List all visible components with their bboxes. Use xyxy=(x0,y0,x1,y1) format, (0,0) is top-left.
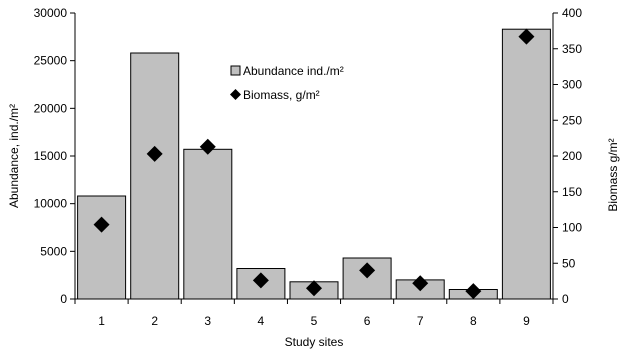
bar-abundance-site-1 xyxy=(77,195,127,300)
marker-biomass-site-1 xyxy=(93,216,110,233)
legend-marker-biomass xyxy=(230,89,241,100)
right-tick-label: 400 xyxy=(562,6,582,20)
right-tick-label: 350 xyxy=(562,42,582,56)
x-tick-label: 3 xyxy=(204,314,211,328)
right-y-ticks: 0 50 100 150 200 250 300 350 400 xyxy=(553,6,582,306)
left-tick-label: 20000 xyxy=(34,101,68,115)
marker-biomass-site-8 xyxy=(465,283,482,300)
x-tick-label: 7 xyxy=(417,314,424,328)
legend-swatch-abundance xyxy=(230,65,241,76)
right-tick-label: 50 xyxy=(562,256,576,270)
left-tick-label: 15000 xyxy=(34,149,68,163)
right-tick-label: 250 xyxy=(562,113,582,127)
left-y-axis-title: Abundance, ind./m² xyxy=(7,104,21,208)
x-tick-label: 4 xyxy=(258,314,265,328)
x-tick-label: 6 xyxy=(364,314,371,328)
markers-group xyxy=(93,28,535,300)
left-tick-label: 0 xyxy=(60,292,67,306)
legend: Abundance ind./m² Biomass, g/m² xyxy=(230,64,344,102)
right-tick-label: 100 xyxy=(562,221,582,235)
legend-label-abundance: Abundance ind./m² xyxy=(243,64,344,78)
right-tick-label: 150 xyxy=(562,185,582,199)
left-tick-label: 5000 xyxy=(40,244,67,258)
legend-label-biomass: Biomass, g/m² xyxy=(243,88,320,102)
x-tick-label: 2 xyxy=(151,314,158,328)
left-tick-label: 25000 xyxy=(34,54,68,68)
bar-abundance-site-3 xyxy=(183,148,233,300)
x-tick-label: 1 xyxy=(98,314,105,328)
x-tick-label: 9 xyxy=(523,314,530,328)
bar-abundance-site-9 xyxy=(501,28,551,300)
right-tick-label: 0 xyxy=(562,292,569,306)
marker-biomass-site-3 xyxy=(199,138,216,155)
bar-abundance-site-2 xyxy=(130,52,180,300)
marker-biomass-site-4 xyxy=(252,272,269,289)
left-tick-label: 30000 xyxy=(34,6,68,20)
marker-biomass-site-7 xyxy=(412,275,429,292)
right-y-axis-title: Biomass g/m² xyxy=(606,138,620,211)
left-y-ticks: 0 5000 10000 15000 20000 25000 30000 xyxy=(34,6,75,306)
x-ticks: 1 2 3 4 5 6 7 8 9 xyxy=(74,299,554,328)
left-tick-label: 10000 xyxy=(34,197,68,211)
marker-biomass-site-9 xyxy=(518,28,535,45)
marker-biomass-site-6 xyxy=(359,262,376,279)
marker-biomass-site-5 xyxy=(306,280,322,297)
x-axis-title: Study sites xyxy=(285,335,344,349)
x-tick-label: 8 xyxy=(470,314,477,328)
marker-biomass-site-2 xyxy=(146,145,163,162)
x-tick-label: 5 xyxy=(311,314,318,328)
right-tick-label: 300 xyxy=(562,78,582,92)
right-tick-label: 200 xyxy=(562,149,582,163)
